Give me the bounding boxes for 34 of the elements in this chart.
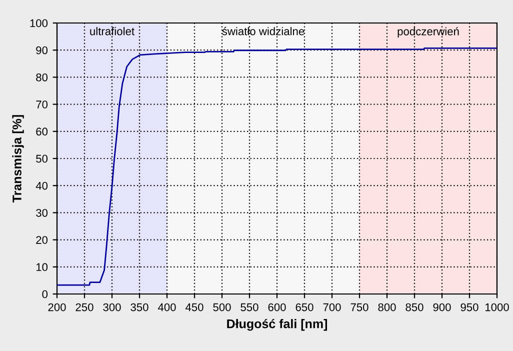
- x-tick-label: 800: [378, 303, 396, 312]
- y-tick-label: 50: [36, 154, 48, 163]
- line-series: [57, 48, 497, 286]
- y-tick-label: 60: [36, 128, 48, 136]
- band-label: ultrafiolet: [90, 27, 134, 36]
- x-tick-label: 900: [433, 303, 451, 312]
- x-tick-label: 300: [103, 303, 121, 312]
- x-tick-label: 750: [350, 303, 368, 312]
- x-tick-label: 450: [185, 303, 204, 312]
- y-tick-label: 70: [36, 100, 48, 108]
- y-axis-title: Transmisja [%]: [12, 115, 24, 202]
- band-label: światło widzialne: [222, 26, 304, 36]
- y-tick-label: 10: [36, 263, 48, 272]
- y-tick-label: 20: [36, 236, 48, 244]
- y-tick-label: 80: [36, 73, 48, 82]
- x-axis-title: Długość fali [nm]: [227, 318, 327, 331]
- x-tick-label: 650: [296, 303, 314, 312]
- x-tick-label: 400: [158, 303, 176, 312]
- y-tick-label: 100: [30, 19, 48, 28]
- y-tick-label: 90: [36, 46, 48, 54]
- x-tick-label: 350: [130, 303, 148, 312]
- band-label: podczerwień: [398, 27, 459, 38]
- x-tick-label: 250: [76, 303, 94, 312]
- y-tick-label: 30: [36, 208, 48, 217]
- x-tick-label: 600: [268, 303, 286, 312]
- x-tick-label: 200: [48, 303, 66, 312]
- x-tick-label: 850: [406, 303, 424, 312]
- x-tick-label: 1000: [485, 303, 509, 312]
- x-tick-label: 500: [213, 303, 231, 312]
- x-tick-label: 550: [240, 303, 258, 312]
- y-tick-label: 40: [36, 182, 48, 190]
- x-tick-label: 950: [460, 303, 478, 312]
- y-tick-label: 0: [42, 290, 48, 298]
- x-tick-label: 700: [323, 303, 341, 312]
